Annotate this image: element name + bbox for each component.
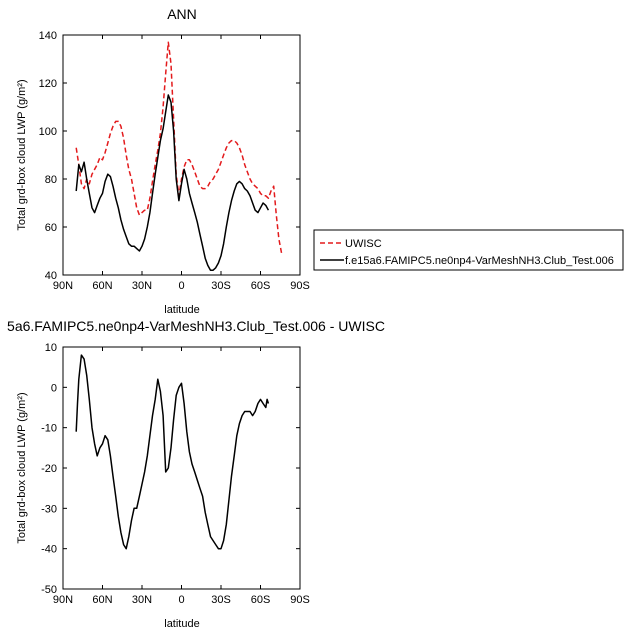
bottom-chart-title: 5a6.FAMIPC5.ne0np4-VarMeshNH3.Club_Test.… — [7, 318, 385, 334]
bottom-series-line-0 — [75, 354, 270, 550]
top-x-axis-label: latitude — [164, 304, 199, 316]
bottom-series — [75, 354, 270, 550]
bottom-x-tick-label: 30N — [132, 594, 152, 606]
legend-uwisc-label: UWISC — [345, 238, 382, 250]
top-y-tick-label: 100 — [39, 126, 57, 138]
bottom-x-tick-label: 30S — [211, 594, 231, 606]
top-y-tick-label: 140 — [39, 30, 57, 42]
bottom-chart: 5a6.FAMIPC5.ne0np4-VarMeshNH3.Club_Test.… — [7, 318, 385, 630]
bottom-x-tick-label: 60N — [92, 594, 112, 606]
bottom-y-tick-label: -30 — [41, 503, 57, 515]
bottom-y-tick-label: 10 — [45, 342, 57, 354]
top-x-tick-label: 0 — [178, 280, 184, 292]
top-series-line-1 — [75, 94, 270, 271]
bottom-y-tick-label: -20 — [41, 463, 57, 475]
top-y-tick-label: 60 — [45, 222, 57, 234]
top-y-axis-label: Total grd-box cloud LWP (g/m²) — [16, 79, 28, 230]
bottom-x-tick-label: 0 — [178, 594, 184, 606]
top-x-tick-label: 30N — [132, 280, 152, 292]
bottom-y-tick-label: 0 — [51, 382, 57, 394]
bottom-y-axis-label: Total grd-box cloud LWP (g/m²) — [16, 392, 28, 543]
top-x-tick-label: 90N — [53, 280, 73, 292]
bottom-x-tick-label: 90S — [290, 594, 310, 606]
bottom-x-tick-label: 60S — [251, 594, 271, 606]
top-x-tick-label: 60N — [92, 280, 112, 292]
top-series-line-0 — [75, 41, 283, 254]
top-x-tick-label: 90S — [290, 280, 310, 292]
top-chart: ANN 90N 60N 30N 0 30S 60S 90S 406080100120140 … — [16, 6, 310, 316]
bottom-x-tick-label: 90N — [53, 594, 73, 606]
top-y-tick-label: 80 — [45, 174, 57, 186]
bottom-y-tick-label: -10 — [41, 423, 57, 435]
top-x-tick-label: 60S — [251, 280, 271, 292]
legend: UWISC f.e15a6.FAMIPC5.ne0np4-VarMeshNH3.… — [313, 229, 624, 271]
bottom-y-ticks: -50 -40 -30 -20 -10 0 10 — [41, 342, 300, 596]
top-series — [75, 41, 283, 271]
top-y-tick-label: 120 — [39, 78, 57, 90]
legend-model-label: f.e15a6.FAMIPC5.ne0np4-VarMeshNH3.Club_T… — [345, 255, 614, 267]
bottom-x-ticks: 90N 60N 30N 0 30S 60S 90S — [53, 347, 310, 606]
bottom-x-axis-label: latitude — [164, 618, 199, 630]
top-chart-title: ANN — [167, 6, 197, 22]
top-y-ticks: 40 60 80 100 120 140 — [39, 30, 300, 282]
top-y-tick-label: 40 — [45, 270, 57, 282]
legend-box — [313, 229, 624, 271]
top-x-tick-label: 30S — [211, 280, 231, 292]
bottom-y-tick-label: -50 — [41, 584, 57, 596]
bottom-y-tick-label: -40 — [41, 544, 57, 556]
top-plot-frame — [62, 34, 301, 276]
top-x-ticks: 90N 60N 30N 0 30S 60S 90S — [53, 35, 310, 292]
